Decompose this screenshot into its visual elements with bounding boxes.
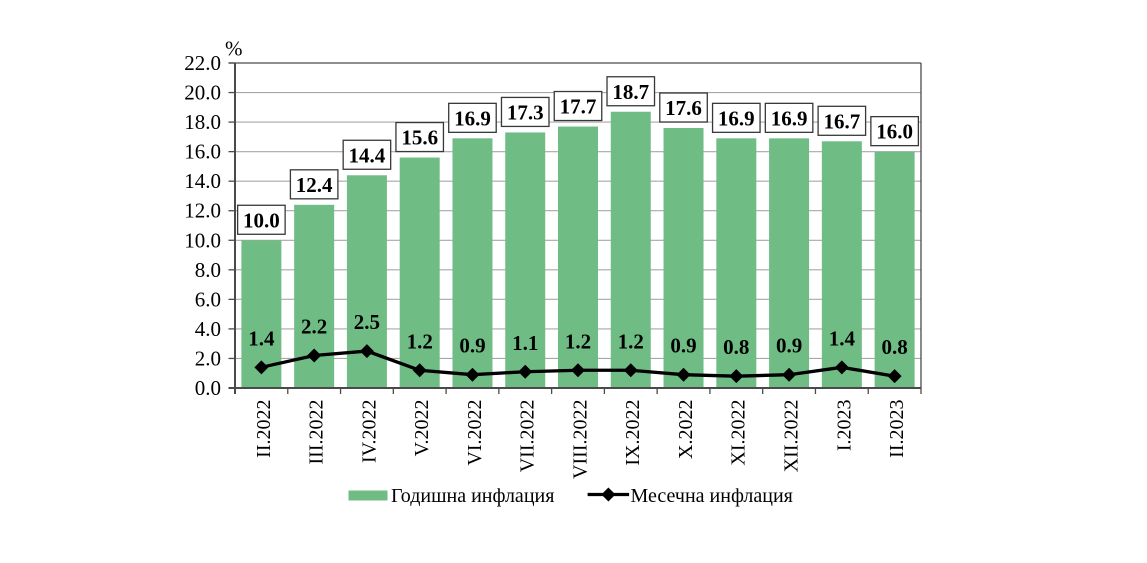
svg-text:%: % <box>225 37 243 61</box>
svg-text:14.4: 14.4 <box>349 143 386 167</box>
svg-text:VI.2022: VI.2022 <box>464 400 486 466</box>
svg-text:12.4: 12.4 <box>296 173 333 197</box>
svg-text:IX.2022: IX.2022 <box>622 400 644 466</box>
svg-text:16.0: 16.0 <box>184 140 221 164</box>
svg-text:0.8: 0.8 <box>881 335 907 359</box>
svg-text:VII.2022: VII.2022 <box>517 400 539 473</box>
svg-text:II.2023: II.2023 <box>886 400 908 458</box>
svg-text:16.9: 16.9 <box>454 106 491 130</box>
svg-text:2.5: 2.5 <box>354 310 380 334</box>
svg-text:Годишна инфлация: Годишна инфлация <box>391 485 554 507</box>
svg-text:10.0: 10.0 <box>184 228 221 252</box>
svg-text:6.0: 6.0 <box>195 287 221 311</box>
svg-text:0.9: 0.9 <box>459 334 485 358</box>
svg-text:0.8: 0.8 <box>723 335 749 359</box>
svg-text:III.2022: III.2022 <box>306 400 328 465</box>
svg-text:20.0: 20.0 <box>184 81 221 105</box>
svg-text:XII.2022: XII.2022 <box>780 400 802 473</box>
svg-text:2.0: 2.0 <box>195 346 221 370</box>
svg-text:16.9: 16.9 <box>771 106 808 130</box>
svg-text:14.0: 14.0 <box>184 169 221 193</box>
svg-text:17.7: 17.7 <box>560 95 597 119</box>
svg-text:1.2: 1.2 <box>565 329 591 353</box>
svg-text:1.4: 1.4 <box>248 326 275 350</box>
svg-text:IV.2022: IV.2022 <box>358 400 380 464</box>
svg-text:12.0: 12.0 <box>184 199 221 223</box>
svg-text:22.0: 22.0 <box>184 51 221 75</box>
svg-text:II.2022: II.2022 <box>253 400 275 458</box>
svg-text:0.9: 0.9 <box>776 334 802 358</box>
svg-text:18.7: 18.7 <box>612 80 649 104</box>
svg-text:I.2023: I.2023 <box>833 400 855 452</box>
svg-text:1.2: 1.2 <box>407 329 433 353</box>
svg-text:1.4: 1.4 <box>829 326 856 350</box>
svg-text:2.2: 2.2 <box>301 315 327 339</box>
svg-text:16.9: 16.9 <box>718 106 755 130</box>
svg-text:4.0: 4.0 <box>195 317 221 341</box>
svg-text:1.2: 1.2 <box>618 329 644 353</box>
svg-text:XI.2022: XI.2022 <box>728 400 750 466</box>
svg-text:17.6: 17.6 <box>665 96 702 120</box>
svg-text:X.2022: X.2022 <box>675 400 697 459</box>
svg-text:0.9: 0.9 <box>670 334 696 358</box>
svg-text:16.0: 16.0 <box>876 120 913 144</box>
svg-text:15.6: 15.6 <box>401 126 438 150</box>
svg-text:8.0: 8.0 <box>195 258 221 282</box>
svg-text:0.0: 0.0 <box>195 376 221 400</box>
svg-text:10.0: 10.0 <box>243 208 280 232</box>
svg-text:17.3: 17.3 <box>507 101 544 125</box>
svg-text:VIII.2022: VIII.2022 <box>569 400 591 479</box>
svg-text:18.0: 18.0 <box>184 110 221 134</box>
svg-text:Месечна инфлация: Месечна инфлация <box>631 485 793 507</box>
svg-text:V.2022: V.2022 <box>411 400 433 457</box>
svg-text:1.1: 1.1 <box>512 331 538 355</box>
svg-text:16.7: 16.7 <box>823 109 860 133</box>
